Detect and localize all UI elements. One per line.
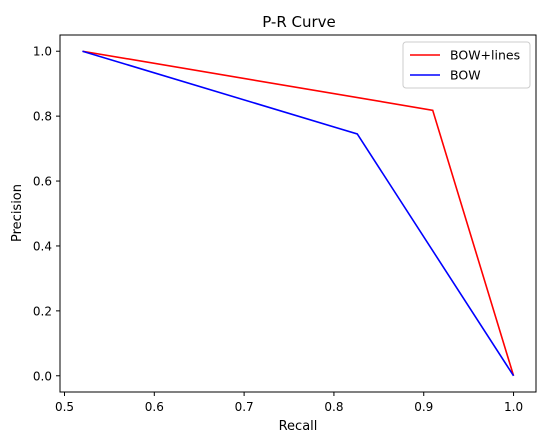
chart-title: P-R Curve	[262, 13, 336, 31]
legend: BOW+lines BOW	[402, 41, 531, 89]
x-tick-label: 1.0	[504, 400, 523, 414]
x-tick-label: 0.6	[145, 400, 164, 414]
x-tick-label: 0.8	[324, 400, 343, 414]
y-tick-label: 0.4	[33, 239, 52, 253]
legend-label: BOW	[450, 68, 481, 83]
y-tick-label: 0.2	[33, 304, 52, 318]
x-axis-label: Recall	[279, 419, 318, 434]
x-tick-label: 0.5	[55, 400, 74, 414]
axes-frame	[59, 34, 537, 393]
y-tick-label: 0.8	[33, 110, 52, 124]
x-tick-label: 0.7	[235, 400, 254, 414]
y-tick-label: 0.6	[33, 175, 52, 189]
y-axis-label: Precision	[10, 184, 25, 242]
legend-box	[402, 41, 531, 89]
series-line-bow	[82, 50, 515, 377]
plot-area: 0.5 0.6 0.7 0.8 0.9 1.0 0.0 0.2 0.4 0.6 0.8 1.0	[33, 34, 537, 414]
series-line-bow-lines	[82, 50, 515, 377]
y-tick-label: 1.0	[33, 45, 52, 59]
x-tick-label: 0.9	[414, 400, 433, 414]
legend-label: BOW+lines	[450, 48, 520, 63]
y-tick-label: 0.0	[33, 369, 52, 383]
